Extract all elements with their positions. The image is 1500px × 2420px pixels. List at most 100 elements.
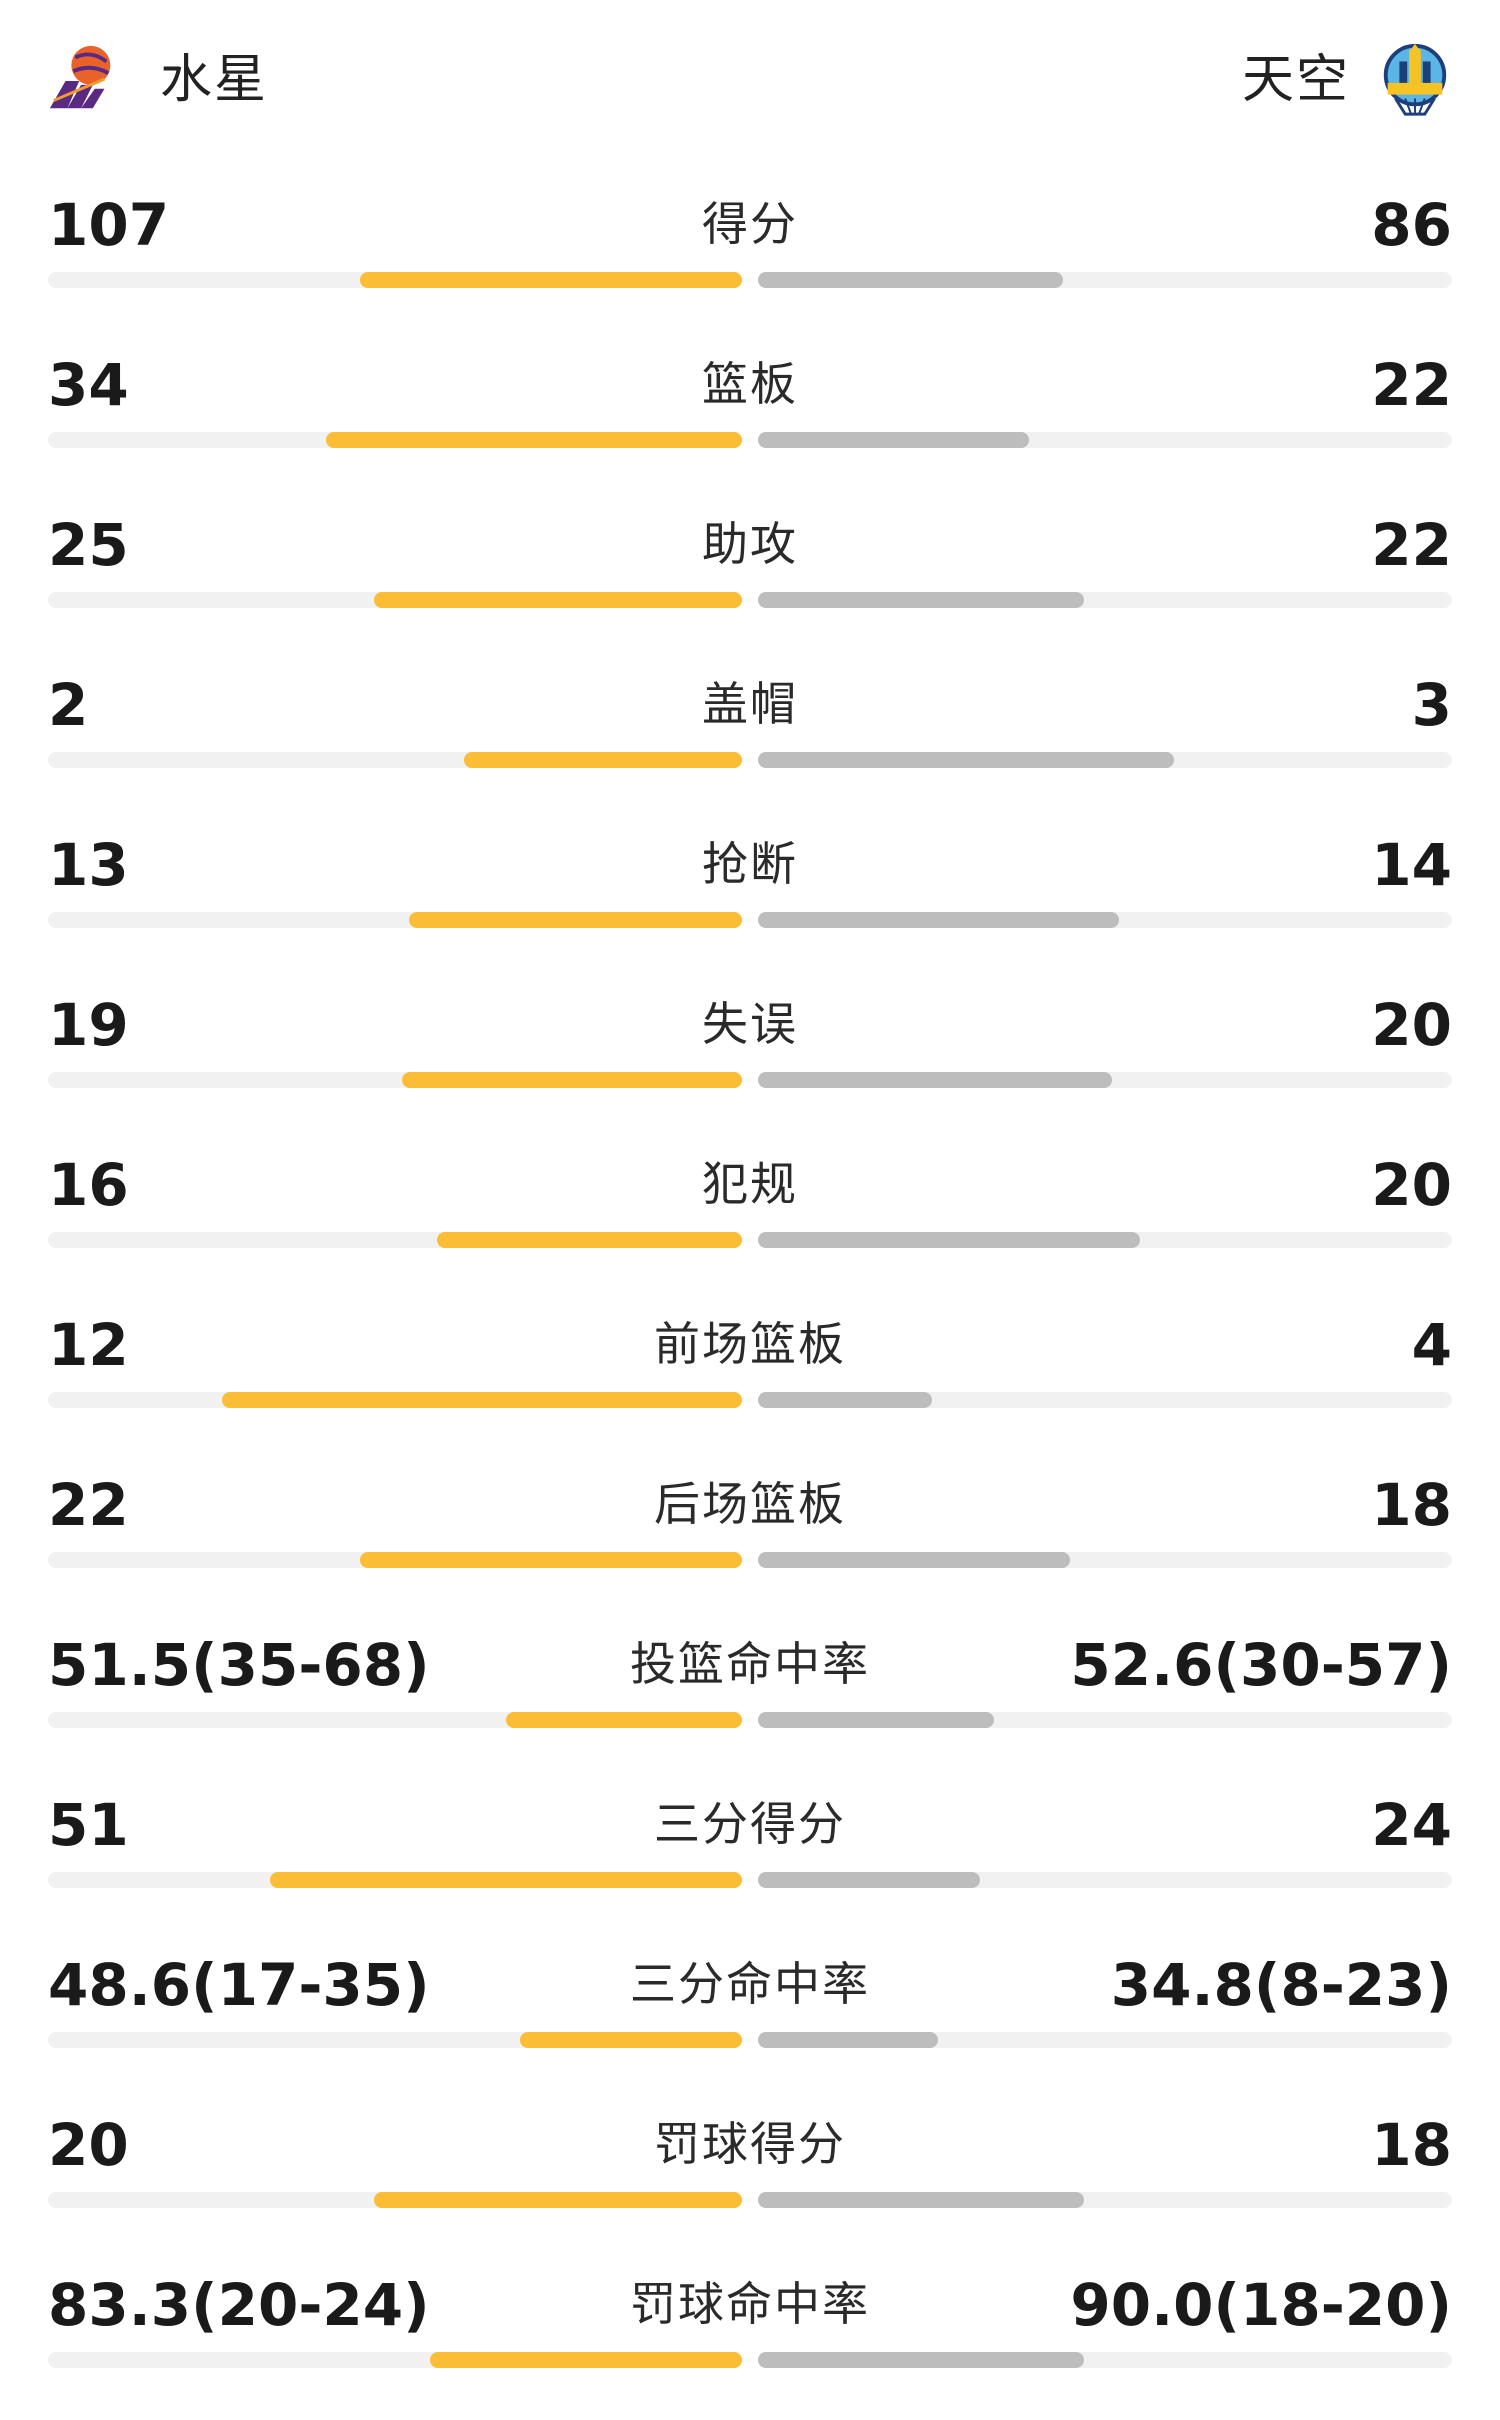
home-team-name[interactable]: 水星 [160, 50, 269, 110]
stat-label: 前场篮板 [654, 1317, 846, 1371]
stat-label: 盖帽 [702, 677, 798, 731]
away-stat-value: 14 [1371, 831, 1452, 899]
home-stat-value: 19 [48, 991, 129, 1059]
away-bar-track [758, 2032, 1452, 2048]
away-stat-value: 18 [1371, 2111, 1452, 2179]
away-stat-bar [758, 2352, 1085, 2368]
stat-row: 12 前场篮板 4 [0, 1300, 1500, 1460]
away-stat-value: 20 [1371, 991, 1452, 1059]
home-bar-track [48, 1872, 742, 1888]
home-stat-value: 51 [48, 1791, 129, 1859]
home-stat-value: 25 [48, 511, 129, 579]
away-bar-track [758, 592, 1452, 608]
away-stat-value: 52.6(30-57) [1070, 1631, 1452, 1699]
stat-label: 后场篮板 [654, 1477, 846, 1531]
home-bar-track [48, 2032, 742, 2048]
stat-label: 三分得分 [654, 1797, 846, 1851]
stat-label: 罚球命中率 [630, 2277, 870, 2331]
away-bar-track [758, 1232, 1452, 1248]
away-stat-bar [758, 1392, 932, 1408]
home-stat-value: 12 [48, 1311, 129, 1379]
home-stat-bar [374, 2192, 742, 2208]
home-bar-track [48, 2352, 742, 2368]
stat-label: 投篮命中率 [630, 1637, 870, 1691]
away-stat-value: 86 [1371, 191, 1452, 259]
away-bar-track [758, 1552, 1452, 1568]
away-stat-bar [758, 272, 1064, 288]
home-stat-bar [325, 432, 742, 448]
home-stat-value: 2 [48, 671, 89, 739]
home-stat-bar [506, 1712, 742, 1728]
away-bar-track [758, 1392, 1452, 1408]
away-bar-track [758, 912, 1452, 928]
stat-label: 三分命中率 [630, 1957, 870, 2011]
home-bar-track [48, 1232, 742, 1248]
away-stat-value: 90.0(18-20) [1070, 2271, 1452, 2339]
stat-label: 助攻 [702, 517, 798, 571]
stats-list: 107 得分 86 34 篮板 22 25 助攻 22 2 盖帽 3 13 抢断 14 19 失误 20 16 犯规 2… [0, 180, 1500, 2420]
stat-label: 得分 [702, 197, 798, 251]
away-bar-track [758, 272, 1452, 288]
home-stat-bar [360, 1552, 742, 1568]
home-bar-track [48, 752, 742, 768]
stat-row: 25 助攻 22 [0, 500, 1500, 660]
home-bar-track [48, 912, 742, 928]
home-stat-bar [360, 272, 742, 288]
home-stat-bar [374, 592, 742, 608]
stat-row: 107 得分 86 [0, 180, 1500, 340]
home-stat-value: 22 [48, 1471, 129, 1539]
away-stat-value: 4 [1411, 1311, 1452, 1379]
stat-row: 51 三分得分 24 [0, 1780, 1500, 1940]
away-stat-bar [758, 432, 1029, 448]
away-bar-track [758, 752, 1452, 768]
away-bar-track [758, 2192, 1452, 2208]
away-stat-bar [758, 2032, 939, 2048]
stat-row: 48.6(17-35) 三分命中率 34.8(8-23) [0, 1940, 1500, 2100]
stat-row: 22 后场篮板 18 [0, 1460, 1500, 1620]
away-team-name[interactable]: 天空 [1241, 50, 1350, 110]
home-stat-value: 83.3(20-24) [48, 2271, 430, 2339]
home-stat-bar [436, 1232, 742, 1248]
stat-row: 2 盖帽 3 [0, 660, 1500, 820]
stat-label: 篮板 [702, 357, 798, 411]
away-stat-bar [758, 1552, 1071, 1568]
away-stat-bar [758, 1232, 1140, 1248]
away-bar-track [758, 1072, 1452, 1088]
home-stat-value: 48.6(17-35) [48, 1951, 430, 2019]
mercury-logo-icon[interactable] [46, 40, 124, 118]
away-stat-value: 20 [1371, 1151, 1452, 1219]
stat-row: 20 罚球得分 18 [0, 2100, 1500, 2260]
home-stat-value: 20 [48, 2111, 129, 2179]
home-bar-track [48, 272, 742, 288]
away-stat-bar [758, 912, 1119, 928]
home-bar-track [48, 432, 742, 448]
away-stat-bar [758, 1072, 1112, 1088]
sky-logo-icon[interactable] [1376, 40, 1454, 118]
away-stat-value: 3 [1411, 671, 1452, 739]
away-stat-bar [758, 2192, 1085, 2208]
away-stat-bar [758, 752, 1175, 768]
away-stat-value: 22 [1371, 351, 1452, 419]
home-stat-bar [464, 752, 742, 768]
home-stat-bar [401, 1072, 742, 1088]
team-header: 水星 天空 [0, 0, 1500, 160]
home-stat-bar [221, 1392, 742, 1408]
stat-label: 犯规 [702, 1157, 798, 1211]
stat-row: 34 篮板 22 [0, 340, 1500, 500]
stat-label: 抢断 [702, 837, 798, 891]
home-bar-track [48, 1072, 742, 1088]
home-stat-bar [270, 1872, 742, 1888]
stat-row: 16 犯规 20 [0, 1140, 1500, 1300]
home-stat-bar [429, 2352, 742, 2368]
away-stat-value: 18 [1371, 1471, 1452, 1539]
stat-label: 失误 [702, 997, 798, 1051]
stat-row: 51.5(35-68) 投篮命中率 52.6(30-57) [0, 1620, 1500, 1780]
away-stat-value: 34.8(8-23) [1110, 1951, 1452, 2019]
home-bar-track [48, 1392, 742, 1408]
away-stat-value: 24 [1371, 1791, 1452, 1859]
home-stat-value: 34 [48, 351, 129, 419]
home-stat-value: 107 [48, 191, 170, 259]
home-bar-track [48, 1712, 742, 1728]
stat-row: 19 失误 20 [0, 980, 1500, 1140]
away-stat-value: 22 [1371, 511, 1452, 579]
